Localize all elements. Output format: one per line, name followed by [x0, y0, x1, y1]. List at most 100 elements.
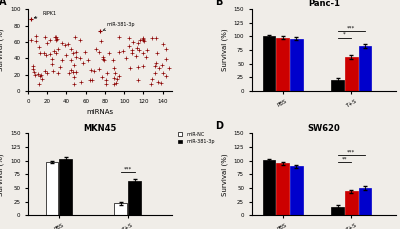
Point: [70, 82, 77, 85]
Point: [110, 59, 116, 62]
Point: [104, 71, 110, 75]
Point: [129, 49, 136, 52]
Point: [103, 78, 109, 82]
Point: [137, 38, 144, 42]
Text: *: *: [343, 32, 346, 37]
Point: [53, 51, 59, 55]
Bar: [60, 158, 72, 215]
Point: [129, 51, 136, 55]
Point: [40, 52, 47, 55]
Point: [135, 41, 142, 45]
Point: [84, 58, 91, 62]
Point: [96, 50, 102, 54]
Text: ***: ***: [124, 166, 132, 171]
Point: [93, 48, 100, 51]
Point: [36, 45, 42, 49]
Point: [49, 62, 55, 66]
Text: B: B: [216, 0, 223, 7]
Point: [140, 37, 146, 41]
Bar: [276, 38, 289, 91]
Text: D: D: [216, 121, 224, 131]
Point: [112, 71, 118, 74]
Point: [28, 17, 34, 21]
Point: [160, 71, 166, 75]
Point: [162, 47, 169, 51]
Point: [151, 72, 158, 75]
Point: [96, 67, 103, 71]
Point: [116, 74, 122, 78]
Point: [68, 69, 74, 72]
Point: [35, 72, 41, 75]
Point: [53, 38, 59, 41]
Point: [156, 66, 163, 69]
Point: [163, 74, 169, 78]
Bar: [359, 188, 371, 215]
Point: [54, 37, 61, 41]
Y-axis label: Survival (%): Survival (%): [222, 153, 228, 196]
Point: [72, 56, 79, 59]
Point: [133, 54, 139, 58]
Point: [44, 71, 50, 75]
Point: [165, 66, 172, 70]
Point: [68, 58, 74, 62]
Bar: [262, 160, 275, 215]
Point: [123, 56, 129, 60]
Y-axis label: Survival (%): Survival (%): [222, 29, 228, 71]
Point: [87, 68, 94, 71]
Point: [100, 55, 106, 58]
X-axis label: miRNAs: miRNAs: [86, 109, 114, 115]
Point: [49, 57, 55, 61]
Point: [56, 65, 63, 68]
Point: [140, 36, 146, 39]
Bar: [114, 203, 127, 215]
Text: ***: ***: [347, 25, 356, 30]
Point: [152, 62, 159, 65]
Point: [28, 38, 34, 42]
Point: [37, 52, 44, 55]
Point: [114, 78, 121, 81]
Point: [159, 64, 165, 67]
Point: [144, 48, 150, 52]
Point: [59, 41, 65, 44]
Point: [111, 82, 117, 86]
Bar: [290, 39, 303, 91]
Point: [102, 82, 109, 85]
Point: [73, 50, 80, 54]
Point: [140, 38, 146, 42]
Point: [134, 46, 140, 50]
Point: [70, 70, 76, 74]
Point: [88, 78, 95, 82]
Point: [52, 35, 59, 38]
Point: [163, 57, 169, 61]
Point: [79, 62, 86, 65]
Y-axis label: Survival (%): Survival (%): [0, 153, 4, 196]
Point: [68, 47, 74, 51]
Y-axis label: Survival (%): Survival (%): [0, 29, 4, 71]
Point: [154, 52, 161, 55]
Bar: [276, 164, 289, 215]
Point: [120, 49, 126, 53]
Point: [130, 40, 136, 44]
Legend: miR-NC, miR-381-3p: miR-NC, miR-381-3p: [178, 132, 215, 144]
Point: [143, 55, 150, 59]
Point: [51, 50, 57, 53]
Point: [98, 39, 104, 42]
Point: [49, 69, 56, 72]
Point: [106, 51, 112, 54]
Bar: [46, 162, 58, 215]
Point: [43, 53, 49, 57]
Text: A: A: [0, 0, 7, 7]
Point: [39, 77, 46, 81]
Point: [152, 37, 159, 40]
Bar: [345, 57, 358, 91]
Point: [77, 57, 83, 60]
Bar: [359, 46, 371, 91]
Bar: [331, 80, 344, 91]
Point: [99, 76, 105, 79]
Point: [44, 42, 50, 45]
Point: [66, 71, 72, 74]
Point: [46, 38, 53, 42]
Point: [157, 81, 164, 85]
Bar: [128, 181, 141, 215]
Point: [91, 69, 97, 73]
